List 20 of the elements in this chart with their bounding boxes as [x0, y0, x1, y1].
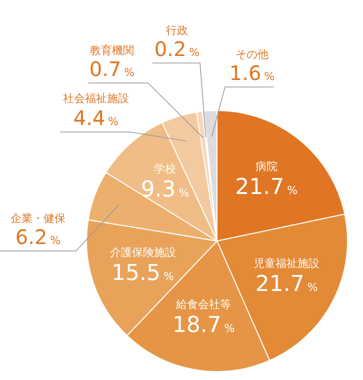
slice-label: 病院 [255, 160, 278, 174]
slice-label: 社会福祉施設 [63, 92, 129, 105]
data-label: 21.7% [255, 272, 318, 297]
data-label: 9.3% [140, 177, 190, 202]
data-label: 21.7% [235, 175, 298, 200]
data-label: 4.4% [73, 106, 119, 130]
data-label: 15.5% [112, 260, 174, 286]
data-label: 0.7% [89, 57, 135, 81]
slice-label: 給食会社等 [175, 298, 232, 312]
data-label: 1.6% [229, 61, 275, 85]
slice-label: 教育機関 [90, 44, 134, 57]
slice-label: 介護保険施設 [110, 246, 176, 259]
data-label: 0.2% [154, 37, 200, 61]
data-label: 6.2% [15, 225, 61, 249]
slice-label: 児童福祉施設 [254, 256, 320, 270]
slice-label: 学校 [154, 162, 176, 176]
slice-label: その他 [236, 48, 268, 61]
data-label: 18.7% [172, 313, 235, 338]
slice-label: 行政 [166, 24, 188, 37]
slice-label: 企業・健保 [10, 212, 66, 225]
